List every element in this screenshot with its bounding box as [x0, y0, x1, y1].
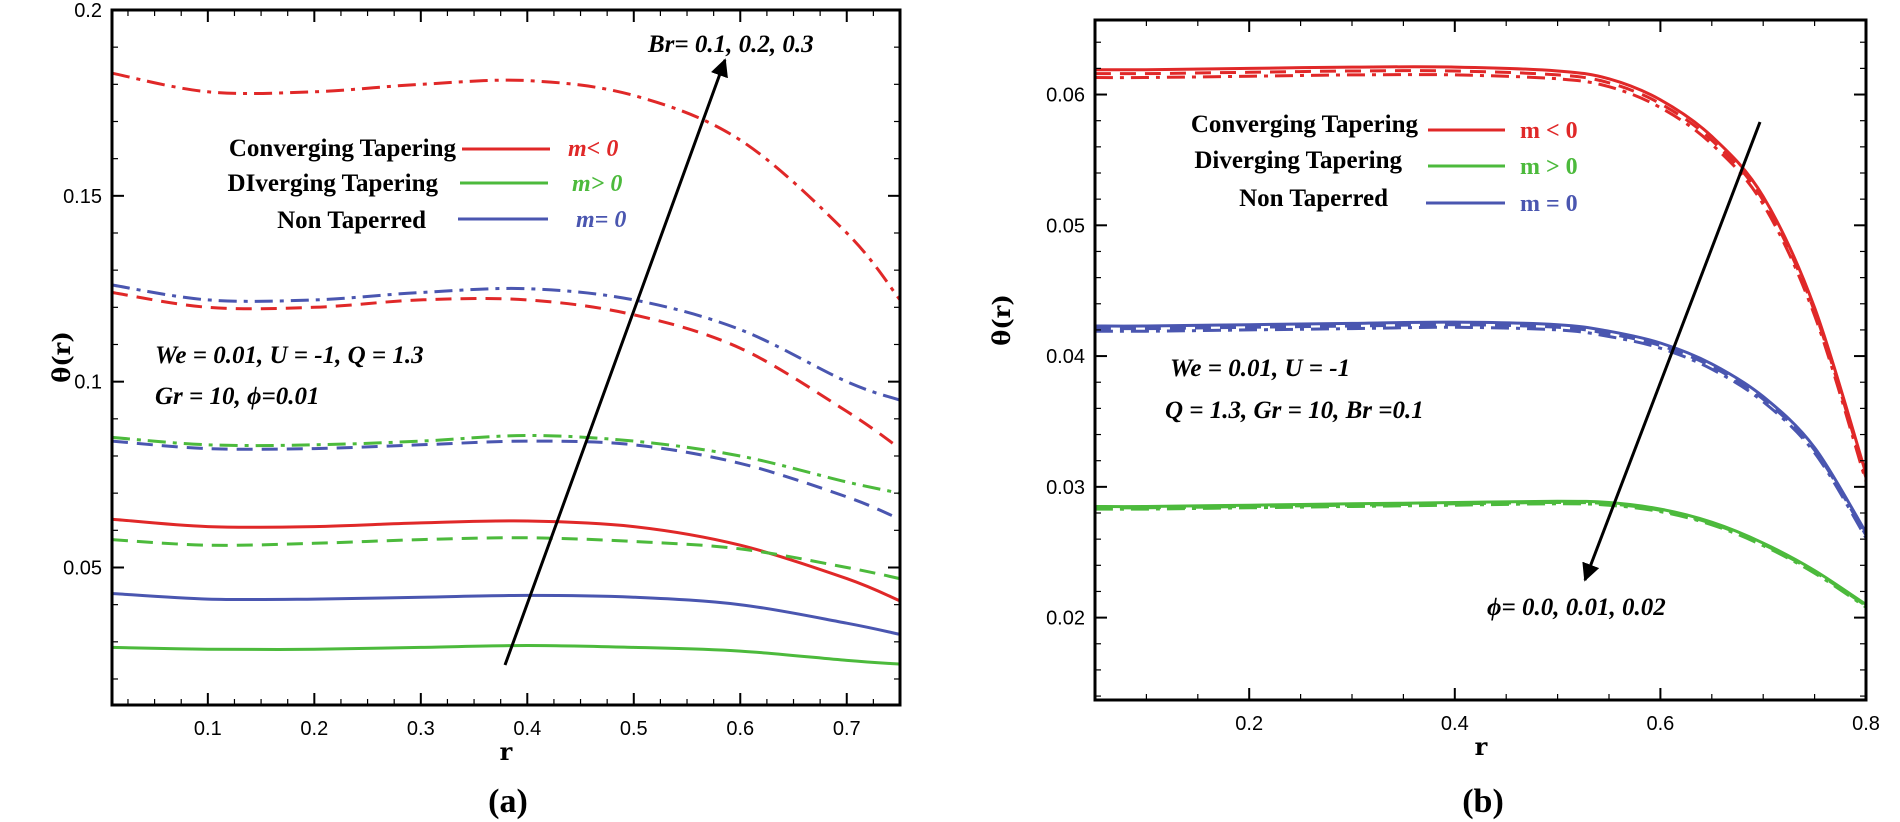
y-tick-label: 0.05 [1046, 215, 1085, 237]
params-a-line2: Gr = 10, ϕ=0.01 [155, 383, 320, 410]
y-tick-label: 0.02 [1046, 608, 1085, 630]
legend-b: Converging Tapering m < 0 Diverging Tape… [1191, 111, 1578, 217]
series-line-5 [1094, 325, 1868, 539]
x-tick-label: 0.5 [620, 718, 648, 740]
caption-b: (b) [1462, 783, 1504, 820]
x-tick-label: 0.4 [1441, 713, 1469, 735]
x-tick-label: 0.2 [1235, 713, 1263, 735]
series-line-1 [1094, 69, 1868, 479]
legend-a-label-non: Non Taperred [277, 207, 426, 234]
arrow-label-phi: ϕ= 0.0, 0.01, 0.02 [1487, 594, 1666, 621]
x-tick-label: 0.6 [1646, 713, 1674, 735]
series-line-4 [111, 439, 901, 521]
legend-a-m-converging: m< 0 [568, 136, 618, 162]
arrow-br-increase [503, 58, 728, 666]
legend-a-label-diverging: DIverging Tapering [228, 170, 439, 197]
series-line-7 [111, 283, 901, 402]
series-line-8 [111, 71, 902, 301]
y-axis-label-a: θ(r) [47, 331, 76, 382]
legend-a-m-diverging: m> 0 [572, 171, 622, 197]
series-line-2 [1094, 73, 1868, 483]
series-line-1 [111, 592, 901, 636]
y-tick-label: 0.06 [1046, 85, 1085, 107]
legend-a-m-non: m= 0 [576, 207, 626, 233]
y-tick-label: 0.03 [1046, 477, 1085, 499]
params-a-line1: We = 0.01, U = -1, Q = 1.3 [155, 342, 424, 369]
legend-a: Converging Tapering m< 0 DIverging Taper… [228, 135, 627, 234]
legend-b-m-diverging: m > 0 [1520, 154, 1578, 180]
series-line-6 [111, 291, 901, 450]
series-line-5 [111, 434, 901, 495]
x-tick-label: 0.6 [726, 718, 754, 740]
series-line-4 [1094, 323, 1868, 536]
panel-b: 0.2 0.4 0.6 0.80.020.030.040.050.06 θ(r) r … [987, 18, 1880, 820]
legend-b-m-non: m = 0 [1520, 191, 1578, 217]
y-axis-label-b: θ(r) [987, 294, 1016, 345]
legend-b-label-non: Non Taperred [1239, 185, 1388, 212]
y-tick-label: 0.1 [74, 372, 102, 394]
series-line-7 [1094, 501, 1867, 608]
arrow-label-br: Br= 0.1, 0.2, 0.3 [647, 31, 814, 58]
legend-b-m-converging: m < 0 [1520, 118, 1578, 144]
series-line-0 [1094, 65, 1868, 475]
series-line-3 [111, 536, 901, 581]
x-tick-label: 0.3 [407, 718, 435, 740]
x-tick-label: 0.7 [833, 718, 861, 740]
series-line-3 [1094, 320, 1868, 534]
x-axis-label-a: r [500, 737, 513, 766]
x-axis-label-b: r [1475, 732, 1488, 761]
x-tick-label: 0.8 [1852, 713, 1880, 735]
series-line-6 [1094, 499, 1867, 606]
series-line-8 [1094, 502, 1867, 609]
plot-frame-b [1093, 18, 1868, 702]
legend-b-label-diverging: Diverging Tapering [1194, 147, 1402, 174]
series-line-0 [111, 517, 901, 603]
caption-a: (a) [488, 783, 528, 820]
params-b-line1: We = 0.01, U = -1 [1170, 355, 1350, 382]
params-b-line2: Q = 1.3, Gr = 10, Br =0.1 [1165, 397, 1424, 424]
x-tick-label: 0.2 [300, 718, 328, 740]
y-tick-label: 0.04 [1046, 346, 1085, 368]
x-tick-label: 0.4 [513, 718, 541, 740]
panel-a: 0.1 0.2 0.3 0.4 0.5 0.6 0.7 0.05 0.1 0.15 0.2 θ(r)… [47, 0, 902, 820]
y-tick-label: 0.15 [63, 186, 102, 208]
legend-b-label-converging: Converging Tapering [1191, 111, 1419, 138]
legend-a-label-converging: Converging Tapering [229, 135, 457, 162]
plot-frame-a [110, 8, 902, 707]
y-tick-label: 0.2 [74, 0, 102, 22]
y-tick-label: 0.05 [63, 557, 102, 579]
arrow-phi-increase [1582, 121, 1762, 582]
x-tick-label: 0.1 [194, 718, 222, 740]
series-line-2 [111, 644, 901, 666]
